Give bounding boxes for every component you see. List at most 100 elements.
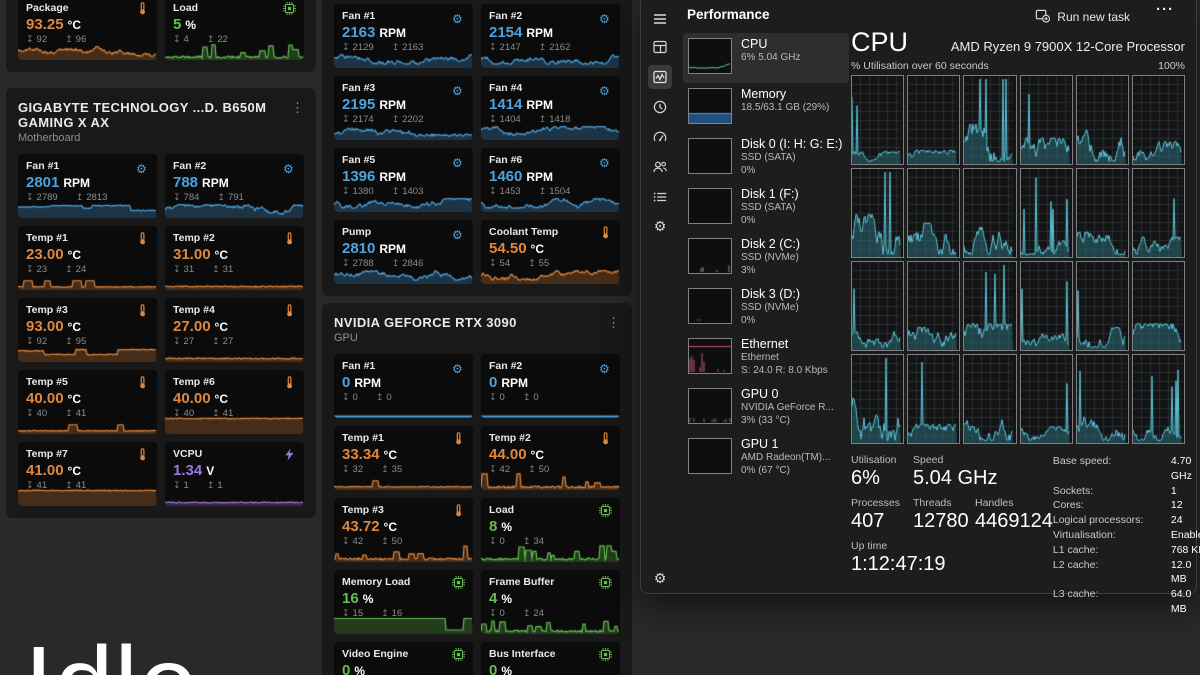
sensor-sparkline	[165, 198, 304, 218]
cpu-stats-left: Utilisation 6% Speed 5.04 GHz Processes 407 Th…	[851, 454, 1053, 617]
sensor-value: 23.00	[26, 246, 64, 263]
sensor-label: Temp #2	[489, 432, 531, 444]
sensor-label: Temp #6	[173, 376, 215, 388]
min-value: 2788	[353, 258, 374, 269]
max-value: 24	[533, 608, 544, 619]
max-value: 1504	[549, 186, 570, 197]
sensor-value: 0	[489, 662, 498, 675]
gear-icon[interactable]: ⚙	[599, 362, 610, 376]
chip-icon	[599, 576, 612, 589]
gear-icon[interactable]: ⚙	[136, 162, 147, 176]
sensor-value: 1460	[489, 168, 523, 185]
sidebar-item-gpu-0[interactable]: GPU 0 NVIDIA GeForce R... 3% (33 °C)	[683, 383, 849, 433]
sidebar-item-memory[interactable]: Memory 18.5/63.1 GB (29%)	[683, 83, 849, 133]
min-value: 2129	[353, 42, 374, 53]
sensor-card-temp-3: Temp #393.00°C↧92↥95	[18, 298, 157, 362]
stat-label: Utilisation	[851, 454, 897, 466]
sidebar-item-disk-1-f[interactable]: Disk 1 (F:) SSD (SATA) 0%	[683, 183, 849, 233]
max-value: 1	[217, 480, 222, 491]
sensor-unit: RPM	[379, 242, 407, 256]
min-value: 31	[184, 264, 195, 275]
thermometer-icon	[452, 504, 465, 517]
gear-icon[interactable]: ⚙	[452, 362, 463, 376]
min-value: 40	[37, 408, 48, 419]
sensor-value: 2163	[342, 24, 376, 41]
gear-icon[interactable]: ⚙	[599, 12, 610, 26]
gear-icon[interactable]: ⚙	[599, 156, 610, 170]
min-value: 2147	[500, 42, 521, 53]
idle-wallpaper-text: Idle	[24, 624, 199, 675]
sidebar-item-disk-0-i-h-g-e[interactable]: Disk 0 (I: H: G: E:) SSD (SATA) 0%	[683, 133, 849, 183]
sensor-sparkline	[334, 614, 473, 634]
sidebar-item-cpu[interactable]: CPU 6% 5.04 GHz	[683, 33, 849, 83]
hamburger-menu-icon[interactable]	[648, 7, 672, 31]
sensor-card-temp-6: Temp #640.00°C↧40↥41	[165, 370, 304, 434]
more-options-button[interactable]: ···	[1156, 1, 1174, 18]
rail-item-performance-icon[interactable]	[648, 65, 672, 89]
rail-item-processes-icon[interactable]	[648, 35, 672, 59]
sidebar-item-title: Disk 1 (F:)	[741, 187, 799, 201]
thermometer-icon	[283, 304, 296, 317]
min-value: 0	[500, 392, 505, 403]
sidebar-item-ethernet[interactable]: Ethernet Ethernet S: 24.0 R: 8.0 Kbps	[683, 333, 849, 383]
spec-label: Base speed:	[1052, 455, 1112, 467]
gear-icon[interactable]: ⚙	[452, 228, 463, 242]
core-graph-cell	[963, 261, 1017, 351]
sensor-sparkline	[18, 270, 157, 290]
spec-label: Cores:	[1052, 499, 1084, 512]
gear-icon[interactable]: ⚙	[283, 162, 294, 176]
sensor-value: 2154	[489, 24, 523, 41]
page-title: Performance	[687, 7, 770, 22]
sensor-value: 1.34	[173, 462, 203, 479]
spec-value: 12	[1170, 499, 1183, 512]
sensor-unit: RPM	[202, 176, 229, 190]
gear-icon[interactable]: ⚙	[452, 156, 463, 170]
rail-item-services-icon[interactable]: ⚙	[653, 219, 667, 235]
stat-label: Up time	[851, 540, 888, 552]
sensor-value: 788	[173, 174, 199, 191]
sensor-value: 40.00	[26, 390, 64, 407]
sensor-label: Temp #1	[342, 432, 384, 444]
sidebar-item-disk-3-d[interactable]: Disk 3 (D:) SSD (NVMe) 0%	[683, 283, 849, 333]
gear-icon[interactable]: ⚙	[599, 84, 610, 98]
sensor-sparkline	[481, 120, 620, 140]
rail-item-details-icon[interactable]	[648, 185, 672, 209]
min-value: 92	[37, 336, 48, 347]
sensor-unit: °C	[214, 248, 229, 262]
gear-icon[interactable]: ⚙	[452, 12, 463, 26]
sidebar-item-title: Disk 3 (D:)	[741, 287, 801, 301]
core-graph-cell	[963, 168, 1017, 258]
rail-item-users-icon[interactable]	[648, 155, 672, 179]
thermometer-icon	[136, 2, 149, 15]
sensor-value: 2810	[342, 240, 376, 257]
sidebar-item-disk-2-c[interactable]: Disk 2 (C:) SSD (NVMe) 3%	[683, 233, 849, 283]
sensor-value: 43.72	[342, 518, 380, 535]
sidebar-item-detail: SSD (SATA)	[741, 202, 796, 213]
task-manager-window: ⚙ ⚙ Performance Run new task ··· CPU 6% 5.…	[640, 0, 1200, 615]
settings-gear-icon[interactable]: ⚙	[653, 571, 667, 587]
rail-item-startup-apps-icon[interactable]	[648, 125, 672, 149]
sensor-unit: %	[354, 664, 366, 675]
utilisation-axis-label: % Utilisation over 60 seconds	[851, 60, 989, 72]
kebab-menu-icon[interactable]: ⋮	[607, 315, 620, 330]
sidebar-item-title: Disk 2 (C:)	[741, 237, 801, 251]
gear-icon[interactable]: ⚙	[452, 84, 463, 98]
run-new-task-button[interactable]: Run new task	[1029, 5, 1136, 29]
rail-item-app-history-icon[interactable]	[648, 95, 672, 119]
chip-icon	[599, 504, 612, 517]
sidebar-mini-graph	[688, 388, 732, 424]
sensor-value: 4	[489, 590, 498, 607]
sidebar-item-gpu-1[interactable]: GPU 1 AMD Radeon(TM)... 0% (67 °C)	[683, 433, 849, 483]
sensor-label: Fan #5	[342, 154, 376, 166]
thermometer-icon	[136, 376, 149, 389]
core-graph-cell	[1075, 261, 1129, 351]
max-value: 24	[76, 264, 87, 275]
cpu-spec-table: Base speed: 4.70 GHz Sockets: 1 Cores: 12 Logi…	[1053, 454, 1200, 617]
kebab-menu-icon[interactable]: ⋮	[291, 100, 304, 115]
core-graph-cell	[1019, 261, 1073, 351]
